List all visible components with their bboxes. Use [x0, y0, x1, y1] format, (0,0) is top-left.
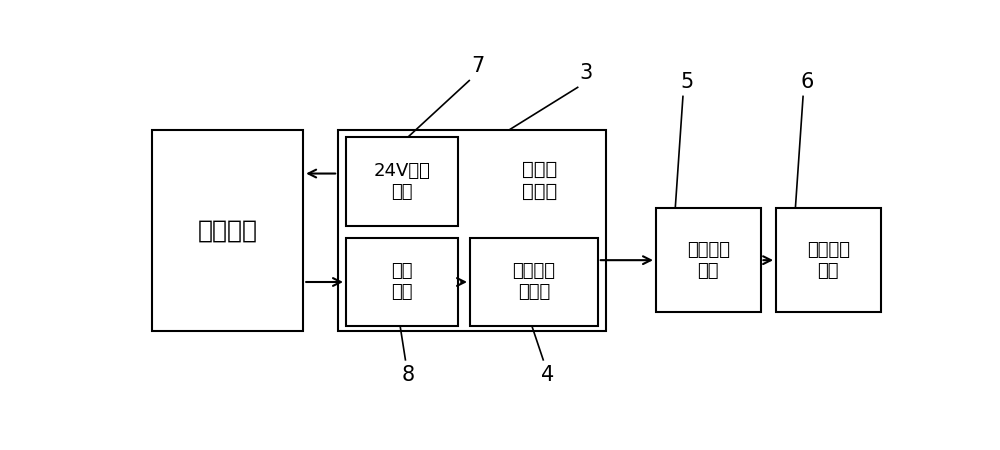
Bar — [656, 208, 761, 312]
Bar — [346, 137, 458, 225]
Text: 7: 7 — [471, 56, 484, 76]
Text: 信号
调理: 信号 调理 — [391, 262, 413, 301]
Text: 高速数据
采集卡: 高速数据 采集卡 — [512, 262, 555, 301]
Text: 数据采集
软件: 数据采集 软件 — [687, 241, 730, 279]
Text: 4: 4 — [541, 364, 554, 384]
Bar — [346, 238, 458, 326]
Bar — [776, 208, 881, 312]
Text: 6: 6 — [800, 72, 814, 92]
Bar — [338, 130, 606, 331]
Text: 信号前
处理器: 信号前 处理器 — [522, 160, 557, 201]
Text: 8: 8 — [401, 364, 414, 384]
Text: 5: 5 — [680, 72, 694, 92]
Text: 硬件部分: 硬件部分 — [198, 219, 258, 243]
Text: 3: 3 — [580, 63, 593, 83]
Bar — [152, 130, 303, 331]
Text: 信号分析
软件: 信号分析 软件 — [807, 241, 850, 279]
Bar — [470, 238, 598, 326]
Text: 24V直流
电源: 24V直流 电源 — [374, 162, 430, 201]
